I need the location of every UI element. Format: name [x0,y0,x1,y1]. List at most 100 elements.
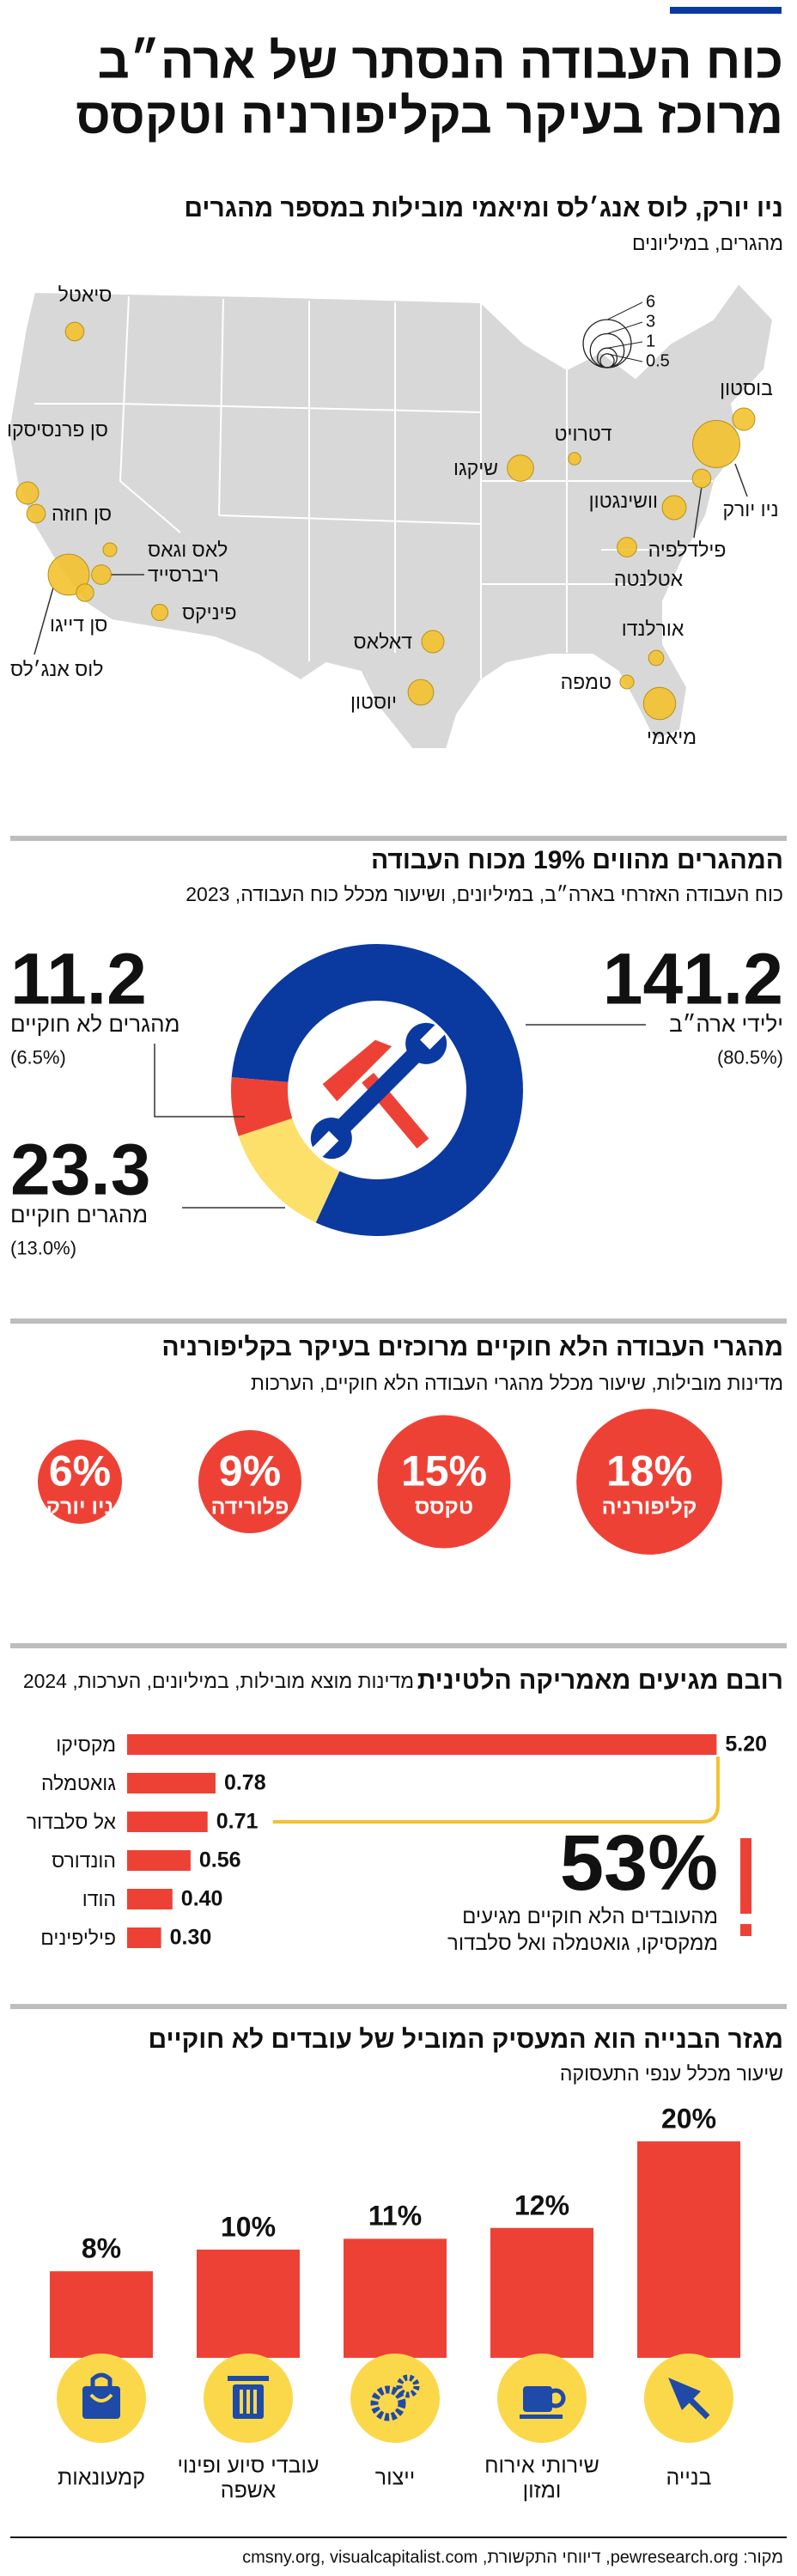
donut-label: מהגרים לא חוקיים [10,1011,180,1038]
annotation-text: מהעובדים הלא חוקיים מגיעים [462,1905,718,1929]
city-label: שיקגו [453,456,498,479]
city-label: אטלנטה [613,567,684,590]
city-bubble [102,542,118,557]
legend-label: 0.5 [646,351,670,371]
city-bubble [661,495,687,521]
icon-badge [350,2354,440,2443]
city-bubble [507,454,534,482]
section-title: ניו יורק, לוס אנג׳לס ומיאמי מובילות במספ… [184,193,783,222]
state-circle [38,1440,122,1524]
city-bubble [617,537,637,557]
icon [396,2374,420,2398]
bar [127,1850,191,1871]
city-label: לוס אנג׳לס [10,657,104,680]
section-title: מגזר הבנייה הוא המעסיק המוביל של עובדים … [148,2025,783,2054]
city-label: סן דייגו [50,612,108,636]
city-label: אורלנדו [621,617,684,640]
legend-leader [606,353,643,362]
bar-label: מקסיקו [56,1733,116,1756]
icon [523,2386,552,2412]
bar [490,2227,593,2358]
section-title: מהגרי העבודה הלא חוקיים מרוכזים בעיקר בק… [161,1332,783,1361]
bar [127,1889,173,1909]
section-divider [10,836,787,841]
donut-value: 23.3 [10,1129,151,1210]
donut-value: 11.2 [10,938,147,1020]
bar-value: 12% [514,2189,570,2221]
bar-label: עובדי סיוע ופינוי אשפה [177,2453,319,2502]
donut-segment [231,1077,293,1136]
city-label: דטרויט [554,422,612,445]
leader-line [33,587,54,655]
icon [228,2376,269,2381]
section-subtitle: מהגרים, במיליונים [631,231,783,254]
bar-label: הונדורס [52,1848,116,1872]
city-bubble [76,583,94,602]
donut-value: 141.2 [602,938,783,1020]
page-title: כוח העבודה הנסתר של ארה״ב [97,33,783,89]
donut-segment [231,944,523,1237]
city-bubble [150,603,169,622]
city-label: ריברסייד [148,563,219,586]
bar-value: 8% [81,2232,122,2264]
state-circle [576,1409,722,1555]
city-label: סן חוזה [52,502,113,525]
state-value: 18% [605,1446,693,1495]
city-label: סיאטל [58,283,113,306]
donut-share: (80.5%) [716,1046,783,1069]
city-label: פיניקס [182,600,237,624]
header-accent [670,7,782,14]
icon [520,2415,563,2419]
bar [127,1734,717,1755]
leader-line [734,463,748,497]
city-label: דאלאס [353,630,412,653]
bar [127,1927,161,1948]
bar [344,2238,447,2358]
city-label: בוסטון [720,376,773,399]
state-circle [377,1415,511,1549]
legend-label: 6 [646,292,656,312]
state-value: 9% [218,1446,282,1495]
annotation-value: 53% [559,1819,718,1908]
bar-value: 0.56 [198,1848,241,1873]
leader-line [154,1044,245,1117]
city-label: טמפה [560,670,611,693]
city-label: סן פרנסיסקו [7,417,108,441]
bar [637,2141,740,2358]
state-value: 15% [400,1446,488,1495]
city-label: מיאמי [647,725,697,748]
source-note: מקור: pewresearch.org, דיווחי התקשורת, c… [242,2548,783,2567]
state-value: 6% [48,1446,112,1495]
bar-label: קמעונאות [58,2465,145,2490]
donut-share: (6.5%) [10,1046,66,1069]
city-bubble [407,679,435,706]
section-divider [10,1318,787,1324]
bar-label: פיליפינים [40,1926,116,1949]
legend-label: 1 [646,332,656,351]
section-subtitle: מדינות מובילות, שיעור מכלל מהגרי העבודה … [251,1371,783,1394]
city-bubble [91,564,112,585]
section-subtitle: שיעור מכלל ענפי התעסוקה [559,2061,783,2085]
state-name: פלורידה [210,1495,289,1519]
city-bubble [692,420,740,468]
bar-value: 5.20 [725,1732,768,1757]
icon [246,2390,250,2414]
state-circle [198,1430,301,1533]
city-bubble [26,503,46,524]
bar-label: שירותי אירוח ומזון [484,2453,599,2502]
section-divider [10,2004,787,2009]
icon [253,2390,257,2414]
city-label: וושינגטון [588,489,658,512]
city-bubble [421,630,445,654]
us-map [7,282,775,750]
state-borders [34,295,713,679]
tools-icon [307,1019,451,1162]
state-name: קליפורניה [601,1495,697,1519]
icon [668,2378,701,2410]
donut-label: מהגרים חוקיים [10,1202,149,1228]
section-title: רובם מגיעים מאמריקה הלטינית [417,1666,783,1695]
bar-label: בנייה [666,2465,712,2490]
icon [240,2390,243,2414]
